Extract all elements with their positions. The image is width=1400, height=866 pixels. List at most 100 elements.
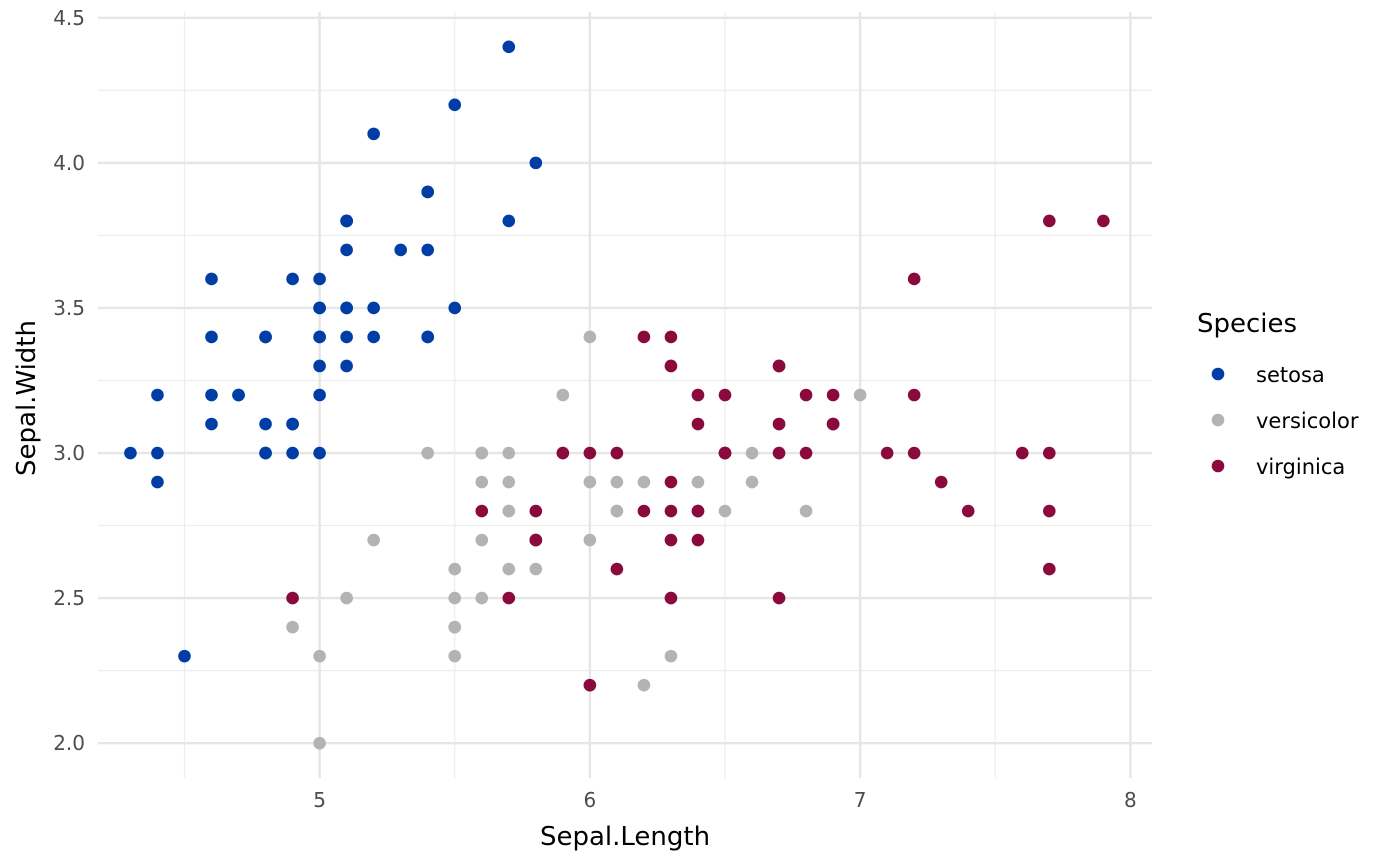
legend-key xyxy=(1211,413,1225,427)
data-point xyxy=(475,533,489,547)
data-point xyxy=(448,620,462,634)
data-point xyxy=(1043,214,1056,228)
data-point xyxy=(583,330,597,344)
data-point xyxy=(313,736,326,750)
data-point xyxy=(799,504,813,518)
data-point xyxy=(313,330,326,344)
legend-label: setosa xyxy=(1256,363,1325,387)
data-points xyxy=(124,40,1110,750)
data-point xyxy=(421,330,435,344)
data-point xyxy=(718,388,732,402)
data-point xyxy=(448,301,462,315)
data-point xyxy=(367,301,380,315)
data-point xyxy=(286,591,299,605)
data-point xyxy=(826,417,840,431)
data-point xyxy=(745,475,759,489)
data-point xyxy=(475,504,489,518)
series-setosa xyxy=(124,40,543,663)
data-point xyxy=(718,446,732,460)
data-point xyxy=(151,388,164,402)
data-point xyxy=(313,388,326,402)
data-point xyxy=(502,591,516,605)
data-point xyxy=(799,446,813,460)
legend-item-versicolor: versicolor xyxy=(1211,409,1359,433)
data-point xyxy=(340,301,353,315)
data-point xyxy=(772,446,786,460)
data-point xyxy=(448,649,462,663)
data-point xyxy=(178,649,191,663)
legend-key xyxy=(1211,367,1225,381)
data-point xyxy=(205,330,218,344)
data-point xyxy=(502,504,516,518)
y-axis-tick-labels: 2.0 2.5 3.0 3.5 4.0 4.5 xyxy=(53,6,85,755)
data-point xyxy=(691,388,705,402)
data-point xyxy=(340,214,353,228)
data-point xyxy=(367,533,380,547)
data-point xyxy=(1097,214,1110,228)
data-point xyxy=(664,591,678,605)
data-point xyxy=(907,272,921,286)
data-point xyxy=(340,359,353,373)
data-point xyxy=(124,446,137,460)
data-point xyxy=(637,330,651,344)
data-point xyxy=(421,243,435,257)
data-point xyxy=(502,40,516,54)
legend-title: Species xyxy=(1197,309,1297,339)
data-point xyxy=(286,272,299,286)
minor-gridlines xyxy=(98,12,1152,778)
data-point xyxy=(664,649,678,663)
data-point xyxy=(880,446,894,460)
data-point xyxy=(583,446,597,460)
data-point xyxy=(529,533,543,547)
x-tick-label: 8 xyxy=(1124,788,1137,812)
data-point xyxy=(205,417,218,431)
y-tick-label: 4.5 xyxy=(53,6,85,30)
data-point xyxy=(664,359,678,373)
data-point xyxy=(583,475,597,489)
data-point xyxy=(448,591,462,605)
y-tick-label: 4.0 xyxy=(53,151,85,175)
data-point xyxy=(907,388,921,402)
data-point xyxy=(367,330,380,344)
data-point xyxy=(610,562,624,576)
data-point xyxy=(286,620,299,634)
data-point xyxy=(1043,562,1056,576)
data-point xyxy=(394,243,407,257)
data-point xyxy=(340,330,353,344)
data-point xyxy=(664,330,678,344)
data-point xyxy=(529,562,543,576)
data-point xyxy=(151,446,164,460)
data-point xyxy=(340,591,353,605)
legend-label: versicolor xyxy=(1256,409,1359,433)
x-tick-label: 5 xyxy=(313,788,326,812)
data-point xyxy=(232,388,245,402)
data-point xyxy=(934,475,948,489)
data-point xyxy=(448,98,462,112)
data-point xyxy=(691,475,705,489)
data-point xyxy=(637,678,651,692)
data-point xyxy=(475,591,489,605)
data-point xyxy=(502,562,516,576)
data-point xyxy=(313,272,326,286)
data-point xyxy=(907,446,921,460)
data-point xyxy=(529,156,543,170)
data-point xyxy=(502,475,516,489)
data-point xyxy=(259,330,272,344)
data-point xyxy=(475,475,489,489)
data-point xyxy=(691,504,705,518)
data-point xyxy=(799,388,813,402)
data-point xyxy=(745,446,759,460)
data-point xyxy=(583,678,597,692)
legend-item-setosa: setosa xyxy=(1211,363,1325,387)
y-tick-label: 2.5 xyxy=(53,586,85,610)
data-point xyxy=(502,446,516,460)
data-point xyxy=(637,475,651,489)
x-tick-label: 6 xyxy=(583,788,596,812)
y-tick-label: 3.5 xyxy=(53,296,85,320)
data-point xyxy=(286,417,299,431)
x-axis-title: Sepal.Length xyxy=(540,822,710,852)
data-point xyxy=(691,533,705,547)
data-point xyxy=(664,475,678,489)
legend: Species setosa versicolor virginica xyxy=(1197,309,1359,479)
